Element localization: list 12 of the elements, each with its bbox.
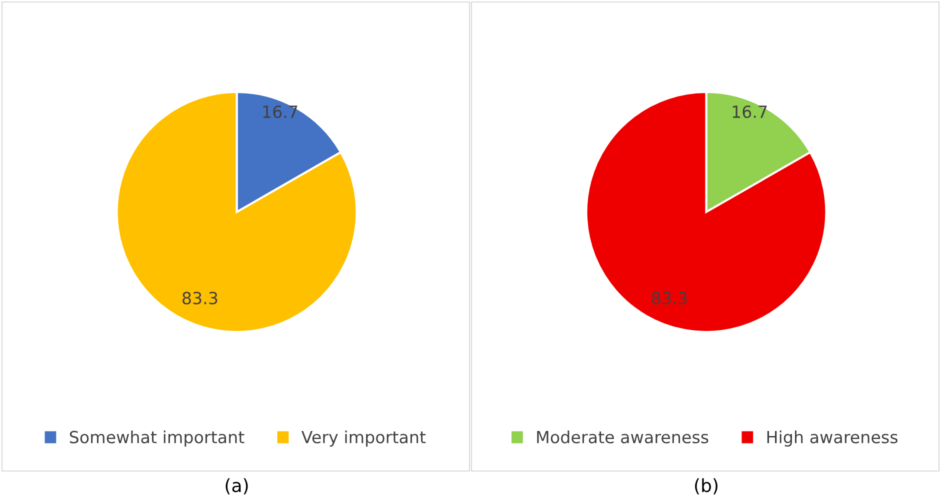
- pie-slice: [585, 90, 828, 334]
- data-label: 16.7: [732, 105, 767, 118]
- legend-label: Moderate awareness: [537, 430, 708, 444]
- legend-label: Very important: [301, 430, 426, 447]
- text: (a): [226, 478, 248, 494]
- legend-label: High awareness: [767, 430, 898, 447]
- data-label: 16.7: [263, 105, 298, 118]
- data-label: 83.3: [652, 292, 687, 304]
- legend-label: Somewhat important: [70, 430, 244, 447]
- text: (b): [695, 478, 718, 494]
- data-label: 83.3: [182, 292, 218, 304]
- pie-slice: [116, 90, 358, 334]
